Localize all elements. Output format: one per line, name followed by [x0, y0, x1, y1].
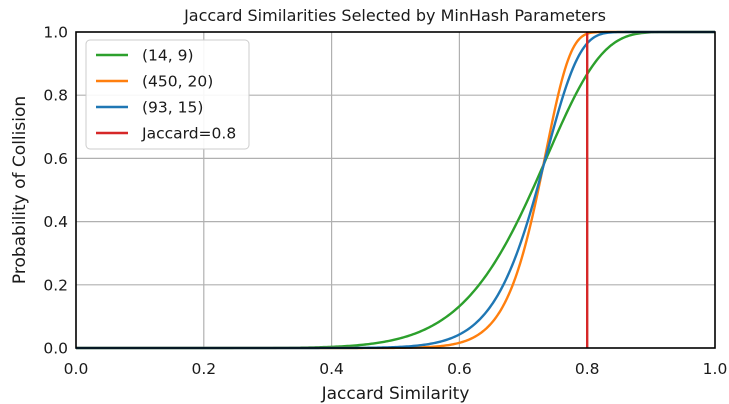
- y-axis-label: Probability of Collision: [10, 96, 30, 284]
- x-tick-label: 0.4: [319, 360, 344, 378]
- x-tick-label: 0.6: [447, 360, 472, 378]
- y-tick-label: 0.6: [43, 150, 68, 168]
- x-tick-label: 1.0: [703, 360, 728, 378]
- legend-label: (14, 9): [142, 47, 194, 65]
- y-tick-label: 0.8: [43, 87, 68, 105]
- plot-frame: [75, 31, 716, 349]
- chart-title: Jaccard Similarities Selected by MinHash…: [183, 6, 606, 25]
- y-tick-label: 1.0: [43, 24, 68, 42]
- y-tick-label: 0.2: [43, 276, 68, 294]
- legend-label: Jaccard=0.8: [141, 125, 236, 143]
- x-tick-label: 0.2: [191, 360, 216, 378]
- x-tick-labels: 0.0 0.2 0.4 0.6 0.8 1.0: [64, 360, 728, 378]
- y-tick-label: 0.0: [43, 340, 68, 358]
- x-tick-label: 0.0: [64, 360, 89, 378]
- legend-box: [85, 39, 250, 150]
- y-tick-labels: 0.0 0.2 0.4 0.6 0.8 1.0: [43, 24, 68, 358]
- legend: (14, 9) (450, 20) (93, 15) Jaccard=0.8: [85, 39, 250, 150]
- x-tick-label: 0.8: [575, 360, 600, 378]
- legend-label: (93, 15): [142, 99, 203, 117]
- y-tick-label: 0.4: [43, 213, 68, 231]
- x-axis-label: Jaccard Similarity: [321, 384, 470, 404]
- legend-label: (450, 20): [142, 73, 213, 91]
